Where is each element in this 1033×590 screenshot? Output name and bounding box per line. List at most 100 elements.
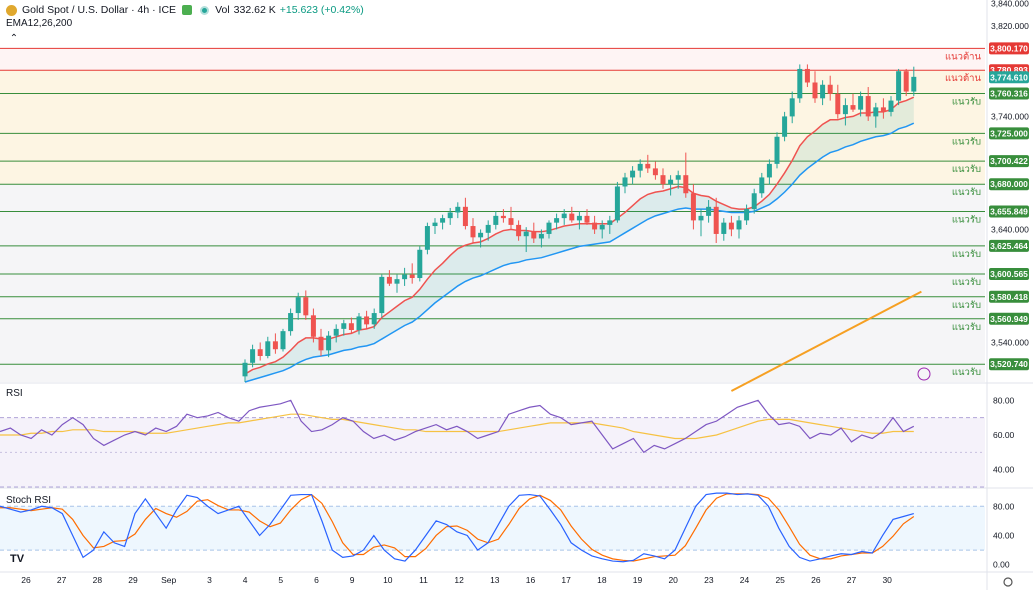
time-axis-tick: 10 — [383, 575, 393, 585]
rsi-axis-tick: 80.00 — [993, 395, 1015, 405]
candle — [493, 215, 499, 225]
candle — [637, 163, 643, 171]
candle — [554, 218, 560, 223]
candle — [402, 274, 408, 280]
time-axis-tick: 12 — [454, 575, 464, 585]
rsi-ma-line — [0, 413, 914, 440]
lower-zone — [0, 184, 985, 382]
candle — [842, 105, 848, 115]
stoch-band — [0, 506, 985, 551]
flag-icon — [182, 5, 193, 15]
resistance-label: แนวต้าน — [945, 51, 981, 62]
level-price-tag-label: 3,600.565 — [990, 269, 1028, 279]
time-axis-tick: 11 — [419, 575, 428, 585]
support-label: แนวรับ — [952, 367, 981, 378]
time-axis-tick: 4 — [243, 575, 248, 585]
rsi-band — [0, 417, 985, 487]
candle — [804, 68, 810, 83]
gear-icon[interactable] — [1003, 577, 1013, 587]
time-axis-tick: 25 — [775, 575, 785, 585]
rsi-axis-tick: 60.00 — [993, 430, 1015, 440]
candle — [417, 249, 423, 279]
candle — [645, 163, 651, 169]
support-label: แนวรับ — [952, 215, 981, 226]
candle — [584, 215, 590, 223]
level-price-tag — [989, 358, 1029, 371]
rsi-axis-tick: 40.00 — [993, 465, 1015, 475]
price-axis-tick: 3,740.000 — [991, 111, 1029, 121]
candle — [873, 107, 879, 117]
candle — [683, 175, 689, 194]
chevron-up-icon[interactable]: ⌃ — [9, 33, 19, 44]
candle — [257, 349, 263, 357]
candle — [371, 313, 377, 325]
candle — [424, 226, 430, 250]
candle — [447, 212, 453, 219]
time-axis-tick: 27 — [57, 575, 67, 585]
time-axis-tick: 20 — [668, 575, 678, 585]
level-price-tag-label: 3,560.949 — [990, 314, 1028, 324]
level-price-tag-label: 3,680.000 — [990, 179, 1028, 189]
support-label: แนวรับ — [952, 136, 981, 147]
level-price-tag-label: 3,760.316 — [990, 88, 1028, 98]
time-axis-tick: 13 — [490, 575, 500, 585]
rsi-line — [0, 399, 915, 454]
candle — [394, 279, 400, 284]
candle — [675, 175, 681, 180]
time-axis-tick: 19 — [633, 575, 643, 585]
candle — [303, 297, 309, 316]
level-price-tag-label: 3,655.849 — [990, 207, 1028, 217]
candle — [896, 71, 902, 101]
candle — [888, 100, 894, 112]
stoch-axis-tick: 40.00 — [993, 530, 1015, 540]
candle — [713, 206, 719, 234]
level-price-tag — [989, 267, 1029, 280]
time-axis-tick: 5 — [278, 575, 283, 585]
candle — [379, 276, 385, 314]
price-axis-tick: 3,820.000 — [991, 21, 1029, 31]
candle — [751, 193, 757, 210]
candle — [652, 168, 658, 176]
candle — [333, 328, 339, 336]
price-axis-tick: 3,640.000 — [991, 224, 1029, 234]
candle — [386, 276, 392, 284]
support-label: แนวรับ — [952, 96, 981, 107]
time-axis-tick: 3 — [207, 575, 212, 585]
candle — [516, 224, 522, 237]
level-price-tag — [989, 290, 1029, 303]
last-price-label: 3,774.610 — [990, 72, 1028, 82]
candle — [880, 107, 886, 112]
time-axis-tick: 6 — [314, 575, 319, 585]
level-price-tag — [989, 87, 1029, 100]
symbol-title[interactable]: Gold Spot / U.S. Dollar · 4h · ICE — [22, 4, 177, 16]
candle — [288, 313, 294, 332]
ema-cloud — [245, 97, 914, 383]
level-price-tag — [989, 155, 1029, 168]
candle — [903, 71, 909, 92]
candle — [341, 323, 347, 329]
candle — [280, 331, 286, 350]
time-axis-tick: 9 — [350, 575, 355, 585]
time-axis-tick: 26 — [21, 575, 31, 585]
time-axis-tick: 17 — [561, 575, 571, 585]
candle — [348, 323, 354, 331]
ema-indicator-label[interactable]: EMA12,26,200 — [6, 18, 73, 29]
lightning-icon[interactable] — [917, 367, 931, 381]
time-axis-tick: 27 — [847, 575, 857, 585]
rsi-pane-title[interactable]: RSI — [6, 388, 23, 399]
stoch-pane-title[interactable]: Stoch RSI — [6, 495, 52, 506]
candle — [432, 222, 438, 227]
volume-readout: Vol 332.62 K — [215, 4, 276, 16]
support-label: แนวรับ — [952, 249, 981, 260]
level-price-tag — [989, 127, 1029, 140]
candle — [858, 96, 864, 110]
candle — [576, 215, 582, 221]
support-label: แนวรับ — [952, 300, 981, 311]
time-axis-tick: 28 — [93, 575, 103, 585]
candle — [364, 316, 370, 325]
level-price-tag — [989, 205, 1029, 218]
candle — [326, 335, 332, 351]
resistance-label: แนวต้าน — [945, 73, 981, 84]
